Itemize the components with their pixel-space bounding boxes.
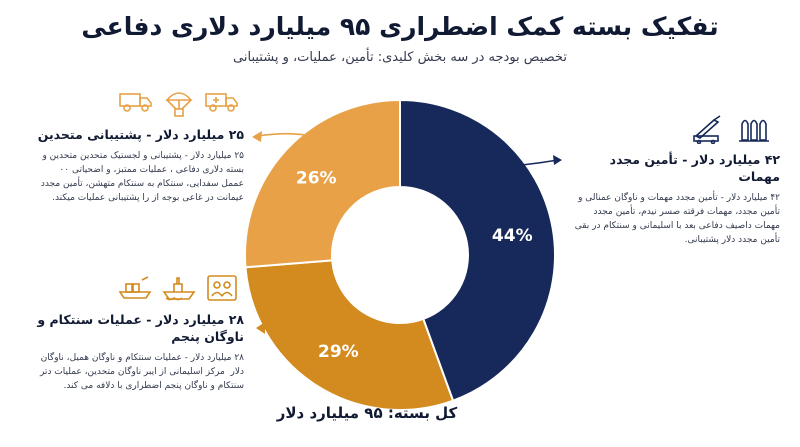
segment-ops: ۲۸ میلیارد دلار - عملیات سنتکام و ناوگان… bbox=[36, 312, 244, 394]
slice-allies-value-label: 26% bbox=[296, 169, 337, 189]
segment-ops-heading: ۲۸ میلیارد دلار - عملیات سنتکام و ناوگان… bbox=[37, 312, 244, 344]
truck-icon bbox=[119, 93, 152, 112]
donut-value-labels: 44% 29% 26% bbox=[296, 169, 533, 362]
segment-ops-body: ۲۸ میلیارد دلار - عملیات سنتکام و ناوگان… bbox=[39, 352, 244, 391]
connector-ops-arrow bbox=[256, 322, 265, 334]
slice-ops bbox=[244, 259, 455, 411]
segment-allies-heading: ۲۵ میلیارد دلار - پشتیبانی متحدین bbox=[37, 127, 244, 142]
total-label: کل بسته: ۹۵ میلیارد دلار bbox=[276, 404, 458, 422]
missile-launcher-icon bbox=[693, 115, 721, 144]
segment-allies-body: ۲۵ میلیارد دلار - پشتیبانی و لجستیک متحد… bbox=[40, 150, 244, 203]
slice-ops-value-label: 29% bbox=[318, 342, 359, 362]
connector-allies-arrow bbox=[252, 131, 262, 142]
parachute-aid-icon bbox=[165, 92, 193, 117]
connector-ammo-arrow bbox=[553, 155, 562, 165]
donut-slices bbox=[244, 98, 556, 411]
page-title: تفکیک بسته کمک اضطراری ۹۵ میلیارد دلاری … bbox=[81, 12, 719, 41]
connectors bbox=[252, 131, 562, 334]
ammo-icons bbox=[690, 114, 772, 144]
ops-icons bbox=[118, 274, 238, 302]
segment-ammo-body: ۴۲ میلیارد دلار - تأمین مجدد مهمات و ناو… bbox=[574, 192, 780, 245]
medical-truck-icon bbox=[205, 93, 238, 112]
slice-ammo bbox=[399, 98, 556, 402]
connector-ops bbox=[261, 319, 301, 329]
segment-allies: ۲۵ میلیارد دلار - پشتیبانی متحدین ۲۵ میل… bbox=[36, 127, 244, 206]
personnel-icon bbox=[207, 275, 237, 301]
page-subtitle: تخصیص بودجه در سه بخش کلیدی: تأمین، عملی… bbox=[233, 50, 567, 65]
slice-ammo-value-label: 44% bbox=[492, 226, 533, 246]
slice-allies bbox=[244, 98, 401, 269]
connector-ammo bbox=[521, 159, 559, 166]
aircraft-carrier-icon bbox=[162, 277, 196, 301]
connector-allies bbox=[257, 132, 306, 137]
cargo-ship-icon bbox=[118, 276, 152, 299]
segment-ammo-heading: ۴۲ میلیارد دلار - تأمین مجدد مهمات bbox=[609, 152, 780, 184]
allies-icons bbox=[118, 88, 240, 118]
ammunition-icon bbox=[739, 119, 769, 142]
segment-ammo: ۴۲ میلیارد دلار - تأمین مجدد مهمات ۴۲ می… bbox=[572, 152, 780, 248]
